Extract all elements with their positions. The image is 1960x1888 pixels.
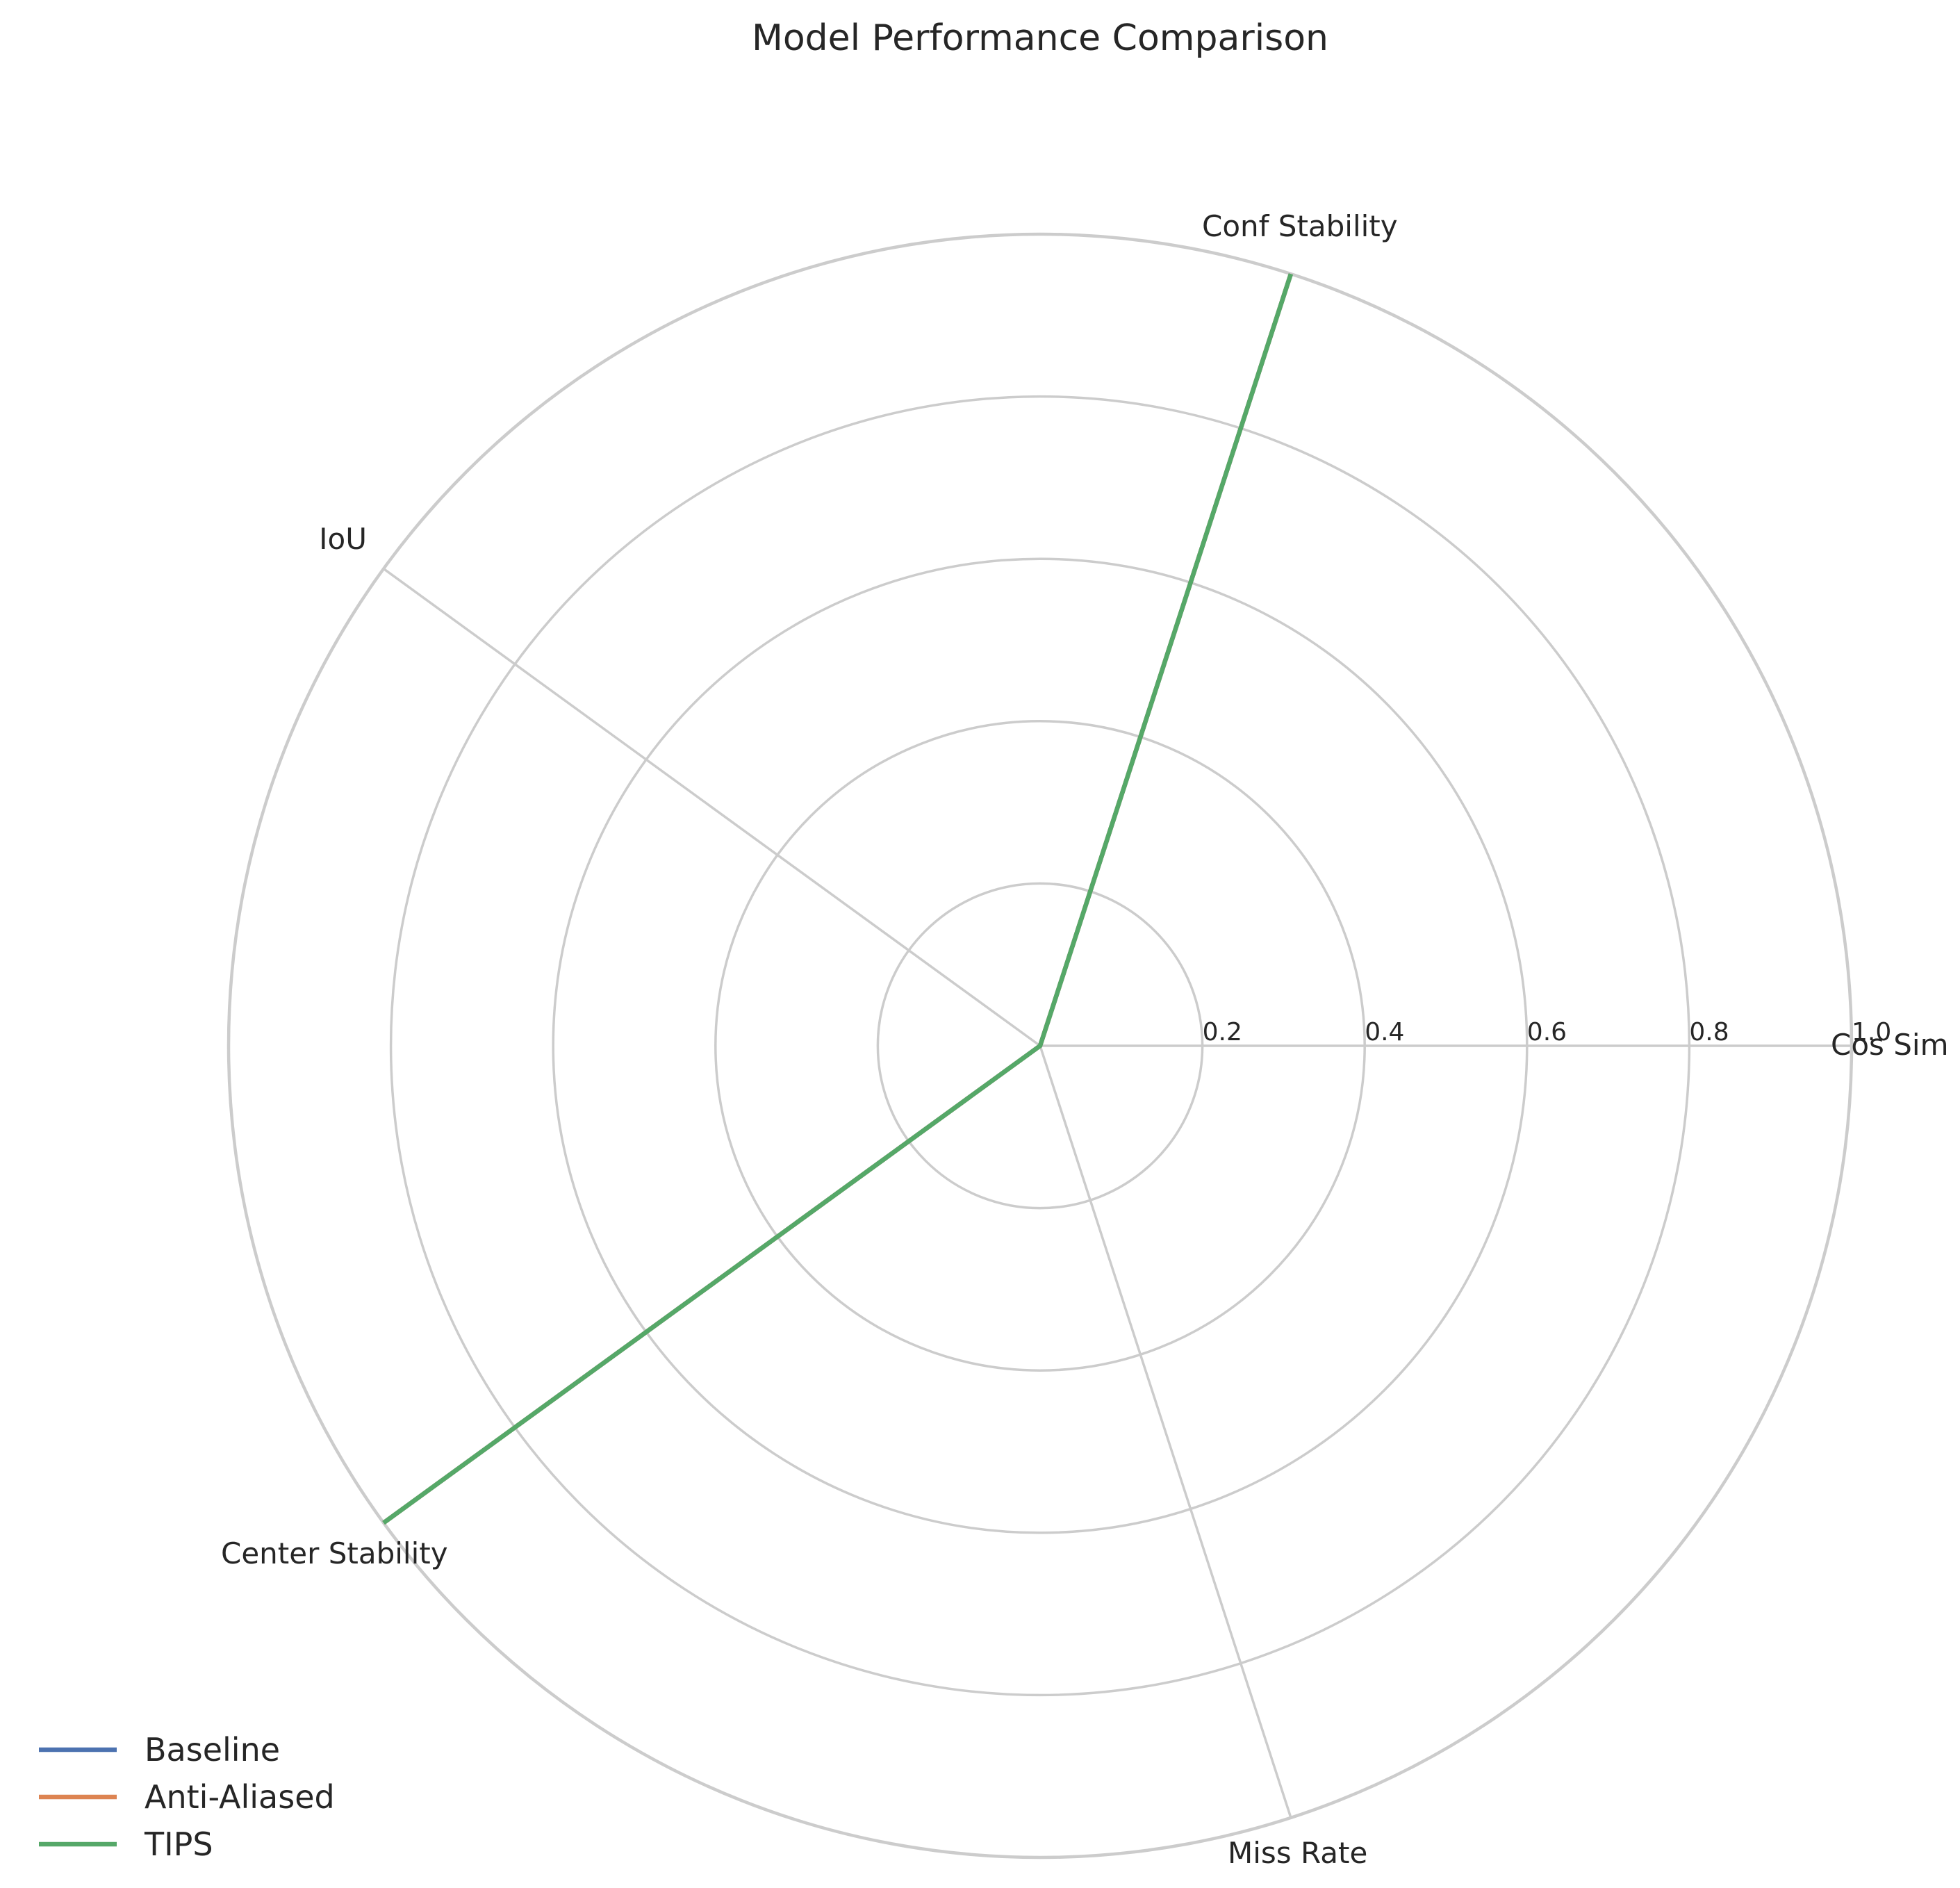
radial-tick-label: 0.2 (1203, 1018, 1242, 1046)
axis-spoke (383, 568, 1041, 1047)
radial-tick-label: 0.6 (1527, 1018, 1567, 1046)
radial-tick-label: 0.8 (1689, 1018, 1729, 1046)
chart-title: Model Performance Comparison (752, 17, 1328, 59)
legend-label: Baseline (145, 1731, 280, 1768)
series-line (382, 273, 1293, 1525)
axis-label: Conf Stability (1202, 209, 1398, 243)
legend-label: TIPS (144, 1825, 213, 1863)
chart-legend: Baseline Anti-Aliased TIPS (39, 1731, 335, 1863)
radial-tick-label: 0.4 (1365, 1018, 1404, 1046)
axis-label: Miss Rate (1228, 1836, 1367, 1870)
radar-labels: Cos Sim Conf Stability IoU Center Stability… (221, 209, 1949, 1870)
axis-label: Cos Sim (1831, 1028, 1949, 1062)
axis-label: IoU (319, 522, 367, 556)
radar-series (382, 273, 1293, 1525)
legend-label: Anti-Aliased (145, 1778, 335, 1816)
axis-label: Center Stability (221, 1536, 448, 1570)
radial-tick-label: 1.0 (1852, 1018, 1891, 1046)
axis-spoke (1039, 1045, 1292, 1819)
